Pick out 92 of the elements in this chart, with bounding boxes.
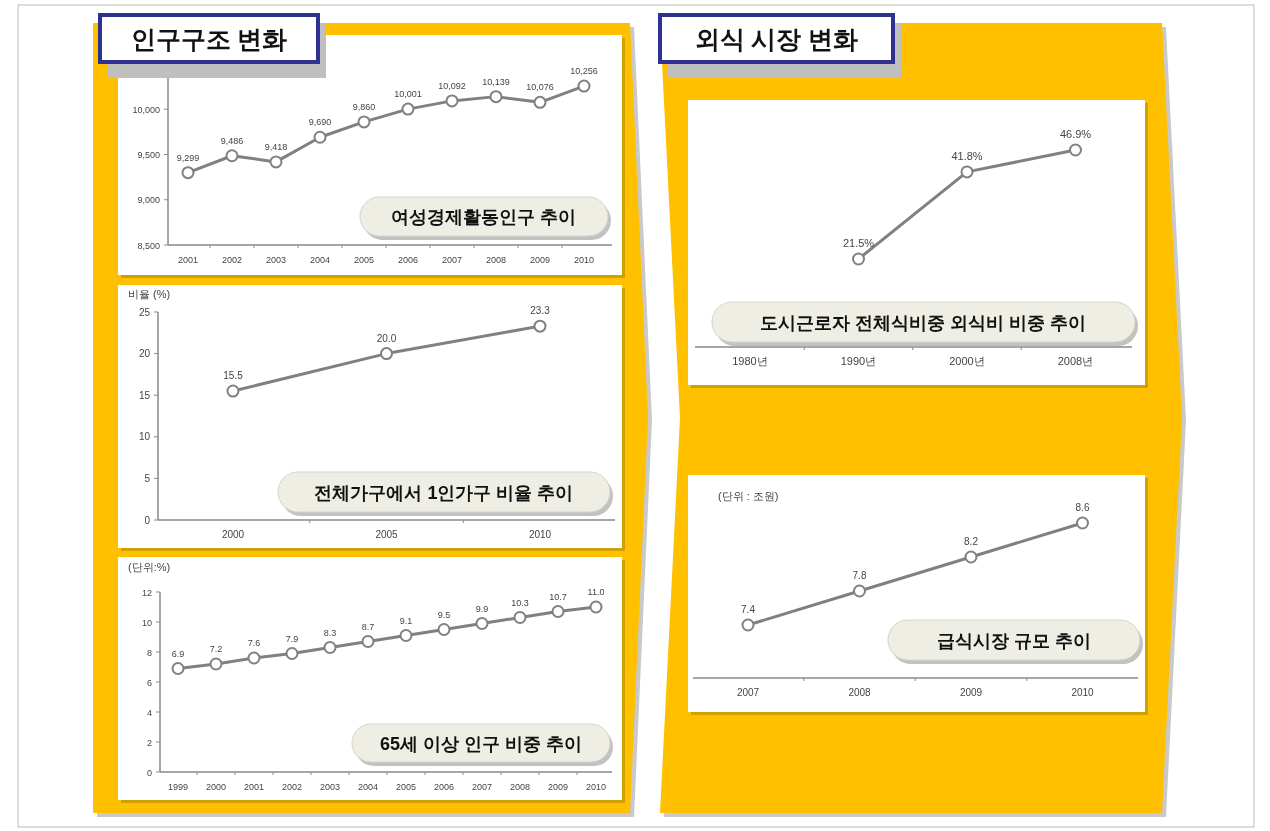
- x-tick-label: 2003: [319, 782, 341, 792]
- x-tick-label: 2009: [959, 687, 983, 698]
- x-tick-label: 2004: [357, 782, 379, 792]
- y-tick-label: 15: [138, 389, 151, 401]
- x-tick-label: 2002: [221, 255, 243, 265]
- x-tick-label: 2009: [529, 255, 551, 265]
- y-tick-label: 6: [146, 677, 152, 688]
- y-axis-title: (단위:%): [128, 561, 171, 573]
- x-tick-label: 2008: [485, 255, 507, 265]
- data-label: 23.3: [530, 305, 551, 317]
- data-label: 10.7: [549, 591, 567, 602]
- y-tick-label: 0: [144, 514, 151, 526]
- x-tick-label: 1990년: [840, 355, 877, 367]
- x-tick-label: 2003: [265, 255, 287, 265]
- data-label: 9,486: [220, 135, 244, 146]
- data-label: 46.9%: [1059, 128, 1092, 140]
- x-tick-label: 2008년: [1057, 355, 1094, 367]
- x-tick-label: 2007: [736, 687, 760, 698]
- y-tick-label: 25: [138, 306, 151, 318]
- text: 도시근로자 전체식비중 외식비 비중 추이: [760, 312, 1087, 333]
- data-label: 7.4: [741, 604, 756, 615]
- data-label: 7.8: [852, 570, 867, 581]
- data-label: 8.2: [964, 536, 979, 547]
- x-tick-label: 2010: [573, 255, 595, 265]
- x-tick-label: 2010: [528, 529, 552, 540]
- x-tick-label: 2006: [433, 782, 455, 792]
- x-tick-label: 2005: [353, 255, 375, 265]
- x-tick-label: 2008: [509, 782, 531, 792]
- y-tick-label: 5: [144, 472, 151, 484]
- data-label: 9.5: [437, 609, 451, 620]
- y-axis-title: 비율 (%): [128, 288, 171, 300]
- y-tick-label: 10,000: [132, 104, 160, 115]
- data-label: 9,690: [308, 117, 332, 128]
- x-tick-label: 2001: [243, 782, 265, 792]
- text: 인구구조 변화: [130, 24, 288, 53]
- y-tick-label: 10: [138, 431, 151, 443]
- x-tick-label: 2008: [848, 687, 872, 698]
- y-tick-label: 8,500: [137, 240, 160, 251]
- data-label: 15.5: [223, 370, 244, 382]
- data-label: 9,860: [352, 101, 376, 112]
- x-tick-label: 2010: [585, 782, 607, 792]
- y-tick-label: 12: [141, 587, 152, 598]
- x-tick-label: 2009: [547, 782, 569, 792]
- text: 급식시장 규모 추이: [936, 630, 1092, 651]
- data-label: 21.5%: [842, 237, 875, 249]
- y-tick-label: 10: [141, 617, 152, 628]
- text: 여성경제활동인구 추이: [391, 207, 577, 227]
- data-label: 8.7: [361, 621, 375, 632]
- y-axis-title: (단위 : 조원): [718, 490, 779, 502]
- x-tick-label: 2000: [205, 782, 227, 792]
- data-label: 10,001: [394, 89, 422, 100]
- x-tick-label: 2006: [397, 255, 419, 265]
- data-label: 7.2: [209, 644, 223, 654]
- x-tick-label: 2007: [441, 255, 463, 265]
- x-tick-label: 2001: [177, 255, 199, 265]
- data-label: 8.6: [1075, 502, 1090, 513]
- data-label: 6.9: [171, 648, 185, 659]
- data-label: 9.9: [475, 603, 489, 614]
- y-tick-label: 9,000: [137, 195, 160, 206]
- data-label: 10,139: [482, 76, 510, 87]
- x-tick-label: 1980년: [732, 355, 768, 367]
- data-label: 8.3: [323, 627, 337, 638]
- y-tick-label: 8: [146, 647, 152, 658]
- x-tick-label: 2007: [471, 782, 493, 792]
- data-label: 9,299: [176, 152, 200, 163]
- text: 외식 시장 변화: [694, 24, 859, 53]
- data-label: 20.0: [376, 332, 397, 344]
- x-tick-label: 2002: [281, 782, 303, 792]
- x-tick-label: 2004: [309, 255, 331, 265]
- data-label: 10,076: [526, 82, 554, 93]
- data-label: 10,256: [570, 66, 598, 77]
- y-tick-label: 9,500: [137, 149, 160, 160]
- data-label: 41.8%: [951, 149, 983, 162]
- data-label: 7.6: [247, 638, 261, 648]
- x-tick-label: 2000: [221, 529, 245, 540]
- data-label: 10,092: [438, 80, 466, 91]
- data-label: 9.1: [399, 615, 413, 626]
- data-label: 11.0: [587, 587, 605, 597]
- y-tick-label: 4: [146, 707, 152, 718]
- data-label: 9,418: [264, 141, 288, 152]
- y-tick-label: 0: [146, 767, 152, 778]
- text: 전체가구에서 1인가구 비율 추이: [314, 482, 574, 503]
- x-tick-label: 2005: [375, 529, 399, 540]
- x-tick-label: 2005: [395, 782, 417, 792]
- x-tick-label: 1999: [167, 782, 189, 792]
- y-tick-label: 2: [146, 737, 152, 748]
- x-tick-label: 2010: [1071, 687, 1095, 698]
- text: 65세 이상 인구 비중 추이: [379, 733, 583, 754]
- x-tick-label: 2000년: [949, 355, 985, 367]
- y-tick-label: 20: [138, 348, 151, 360]
- data-label: 7.9: [285, 633, 299, 644]
- data-label: 10.3: [511, 597, 529, 608]
